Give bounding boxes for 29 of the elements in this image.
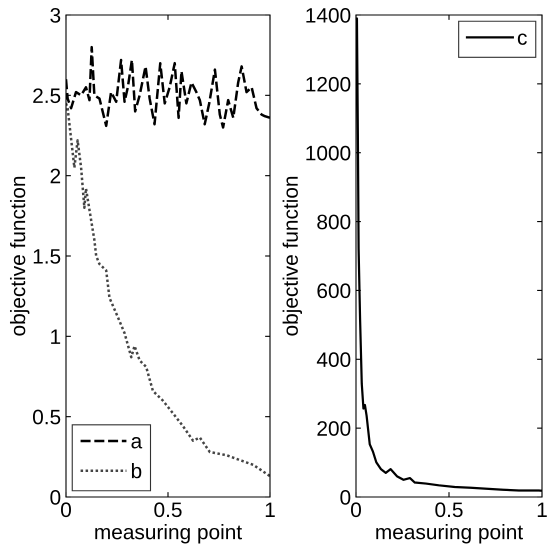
x-tick-label: 0.5 bbox=[435, 502, 463, 518]
y-tick-label: 600 bbox=[317, 283, 350, 298]
x-axis-title: measuring point bbox=[376, 524, 523, 544]
line-series bbox=[66, 102, 270, 478]
x-tick-label: 1 bbox=[538, 502, 547, 517]
y-tick-label: 2 bbox=[50, 168, 60, 184]
y-tick-label: 1400 bbox=[306, 8, 350, 23]
y-tick-label: 1200 bbox=[306, 76, 350, 92]
x-tick-label: 0 bbox=[61, 502, 71, 518]
y-tick-label: 0 bbox=[50, 490, 60, 505]
y-axis-title: objective function bbox=[282, 176, 302, 336]
y-tick-label: 800 bbox=[317, 214, 350, 230]
y-tick-label: 400 bbox=[316, 352, 350, 368]
y-tick-label: 0.5 bbox=[32, 410, 60, 424]
y-tick-label: 1000 bbox=[306, 146, 350, 160]
x-tick-label: 1 bbox=[266, 502, 275, 517]
y-tick-label: 3 bbox=[50, 8, 60, 23]
y-tick-label: 0 bbox=[340, 490, 350, 505]
legend-label: a bbox=[131, 437, 142, 448]
y-tick-label: 200 bbox=[317, 421, 350, 436]
x-tick-label: 0.5 bbox=[154, 502, 182, 518]
y-tick-label: 1 bbox=[51, 330, 60, 344]
legend-label: c bbox=[518, 33, 527, 45]
x-axis-title: measuring point bbox=[95, 524, 242, 544]
legend-label: b bbox=[132, 462, 142, 478]
y-tick-label: 1.5 bbox=[34, 249, 60, 264]
y-tick-label: 2.5 bbox=[33, 88, 60, 104]
x-tick-label: 0 bbox=[351, 502, 361, 518]
y-axis-title: objective function bbox=[10, 176, 30, 336]
